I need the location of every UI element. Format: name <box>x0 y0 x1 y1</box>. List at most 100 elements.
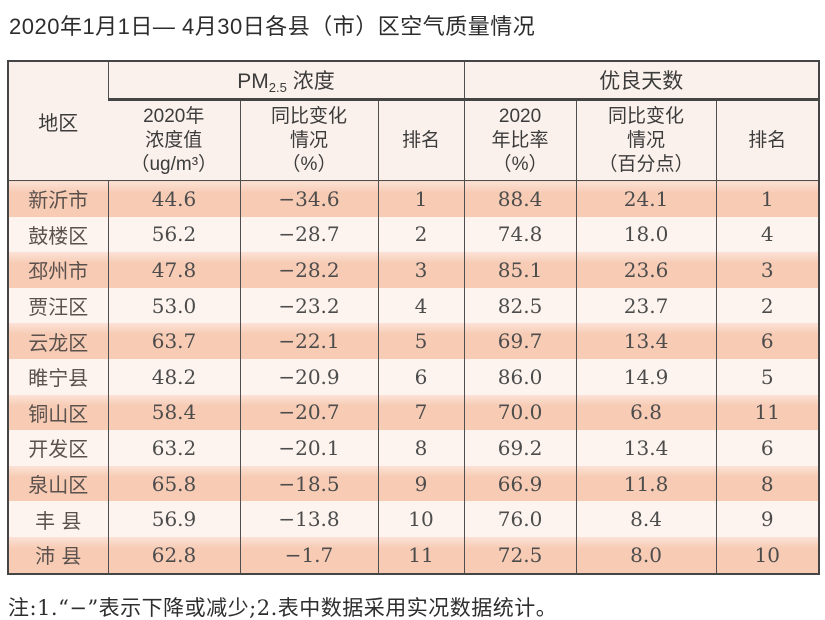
region-cell: 沛 县 <box>8 536 108 574</box>
table-row: 开发区 63.2 −20.1 8 69.2 13.4 6 <box>8 430 820 466</box>
good-change-cell: 13.4 <box>575 430 717 466</box>
region-cell: 丰 县 <box>8 501 108 537</box>
table-row: 泉山区 65.8 −18.5 9 66.9 11.8 8 <box>8 465 820 502</box>
pm-rank-cell: 1 <box>377 180 465 217</box>
good-ratio-cell: 85.1 <box>463 252 577 288</box>
table-row: 鼓楼区 56.2 −28.7 2 74.8 18.0 4 <box>8 216 820 253</box>
pm-value-cell: 56.9 <box>107 501 240 537</box>
pm-value-cell: 63.2 <box>107 430 240 466</box>
pm-change-cell: −23.2 <box>239 287 378 324</box>
region-cell: 邳州市 <box>8 252 108 288</box>
pm-rank-cell: 7 <box>377 394 465 431</box>
header-sub-row: 2020年 浓度值 （ug/m³） 同比变化 情况 （%） 排名 2020 年比… <box>8 99 820 181</box>
pm-rank-cell: 9 <box>377 465 465 502</box>
good-ratio-cell: 69.7 <box>463 323 577 359</box>
column-header-good-rank: 排名 <box>715 99 820 181</box>
good-change-cell: 24.1 <box>575 180 717 217</box>
region-cell: 新沂市 <box>8 180 108 217</box>
pm-value-cell: 48.2 <box>107 358 240 395</box>
column-header-good-change: 同比变化 情况 （百分点） <box>575 99 717 181</box>
good-ratio-cell: 74.8 <box>463 216 577 253</box>
good-rank-cell: 8 <box>715 465 820 502</box>
good-rank-cell: 1 <box>715 180 820 217</box>
pm-rank-cell: 6 <box>377 358 465 395</box>
good-rank-cell: 2 <box>715 287 820 324</box>
good-change-cell: 18.0 <box>575 216 717 253</box>
pm-value-cell: 63.7 <box>107 323 240 359</box>
table-row: 铜山区 58.4 −20.7 7 70.0 6.8 11 <box>8 394 820 431</box>
good-ratio-cell: 86.0 <box>463 358 577 395</box>
group-header-pm25: PM2.5 浓度 <box>107 61 465 101</box>
good-change-cell: 23.7 <box>575 287 717 324</box>
table-row: 丰 县 56.9 −13.8 10 76.0 8.4 9 <box>8 501 820 537</box>
pm-rank-cell: 11 <box>377 536 465 574</box>
air-quality-table: 地区 PM2.5 浓度 优良天数 2020年 浓度值 （ug/m³） 同比变化 … <box>7 60 821 575</box>
pm-value-cell: 58.4 <box>107 394 240 431</box>
pm-value-cell: 47.8 <box>107 252 240 288</box>
region-cell: 铜山区 <box>8 394 108 431</box>
table-row: 睢宁县 48.2 −20.9 6 86.0 14.9 5 <box>8 358 820 395</box>
pm-concentration-label: 浓度 <box>286 70 335 93</box>
region-cell: 云龙区 <box>8 323 108 359</box>
pm-value-cell: 53.0 <box>107 287 240 324</box>
pm-value-cell: 65.8 <box>107 465 240 502</box>
pm-rank-cell: 5 <box>377 323 465 359</box>
column-header-pm-value: 2020年 浓度值 （ug/m³） <box>108 99 240 181</box>
good-change-cell: 23.6 <box>575 252 717 288</box>
table-row: 沛 县 62.8 −1.7 11 72.5 8.0 10 <box>8 536 820 574</box>
pm-rank-cell: 4 <box>377 287 465 324</box>
column-header-region: 地区 <box>8 61 108 181</box>
pm-change-cell: −20.9 <box>239 358 378 395</box>
pm-rank-cell: 10 <box>377 501 465 537</box>
column-header-pm-change: 同比变化 情况 （%） <box>239 99 378 181</box>
table-row: 贾汪区 53.0 −23.2 4 82.5 23.7 2 <box>8 287 820 324</box>
good-rank-cell: 4 <box>715 216 820 253</box>
good-rank-cell: 11 <box>715 394 820 431</box>
region-cell: 鼓楼区 <box>8 216 108 253</box>
page-title: 2020年1月1日— 4月30日各县（市）区空气质量情况 <box>9 14 536 39</box>
good-change-cell: 8.0 <box>575 536 717 574</box>
pm-change-cell: −20.7 <box>239 394 378 431</box>
table-row: 云龙区 63.7 −22.1 5 69.7 13.4 6 <box>8 323 820 359</box>
pm-change-cell: −18.5 <box>239 465 378 502</box>
pm-change-cell: −13.8 <box>239 501 378 537</box>
good-ratio-cell: 76.0 <box>463 501 577 537</box>
good-rank-cell: 5 <box>715 358 820 395</box>
pm-change-cell: −28.7 <box>239 216 378 253</box>
pm-change-cell: −1.7 <box>239 536 378 574</box>
good-change-cell: 11.8 <box>575 465 717 502</box>
pm-rank-cell: 3 <box>377 252 465 288</box>
column-header-pm-rank: 排名 <box>377 99 465 181</box>
pm-change-cell: −34.6 <box>239 180 378 217</box>
good-change-cell: 14.9 <box>575 358 717 395</box>
column-header-good-ratio: 2020 年比率 （%） <box>463 99 577 181</box>
pm-change-cell: −20.1 <box>239 430 378 466</box>
pm-label: PM <box>237 70 269 93</box>
good-rank-cell: 6 <box>715 323 820 359</box>
good-change-cell: 13.4 <box>575 323 717 359</box>
pm-rank-cell: 2 <box>377 216 465 253</box>
table-row: 邳州市 47.8 −28.2 3 85.1 23.6 3 <box>8 252 820 288</box>
pm-rank-cell: 8 <box>377 430 465 466</box>
good-ratio-cell: 72.5 <box>463 536 577 574</box>
region-cell: 开发区 <box>8 430 108 466</box>
good-ratio-cell: 82.5 <box>463 287 577 324</box>
good-rank-cell: 6 <box>715 430 820 466</box>
pm-change-cell: −22.1 <box>239 323 378 359</box>
good-rank-cell: 9 <box>715 501 820 537</box>
footnote: 注:1.“−”表示下降或减少;2.表中数据采用实况数据统计。 <box>8 595 558 620</box>
good-rank-cell: 3 <box>715 252 820 288</box>
good-rank-cell: 10 <box>715 536 820 574</box>
region-cell: 泉山区 <box>8 465 108 502</box>
pm-change-cell: −28.2 <box>239 252 378 288</box>
good-change-cell: 6.8 <box>575 394 717 431</box>
good-ratio-cell: 66.9 <box>463 465 577 502</box>
group-header-good-days: 优良天数 <box>463 61 820 101</box>
pm-value-cell: 62.8 <box>107 536 240 574</box>
pm-value-cell: 56.2 <box>107 216 240 253</box>
region-cell: 睢宁县 <box>8 358 108 395</box>
good-change-cell: 8.4 <box>575 501 717 537</box>
good-ratio-cell: 88.4 <box>463 180 577 217</box>
region-cell: 贾汪区 <box>8 287 108 324</box>
